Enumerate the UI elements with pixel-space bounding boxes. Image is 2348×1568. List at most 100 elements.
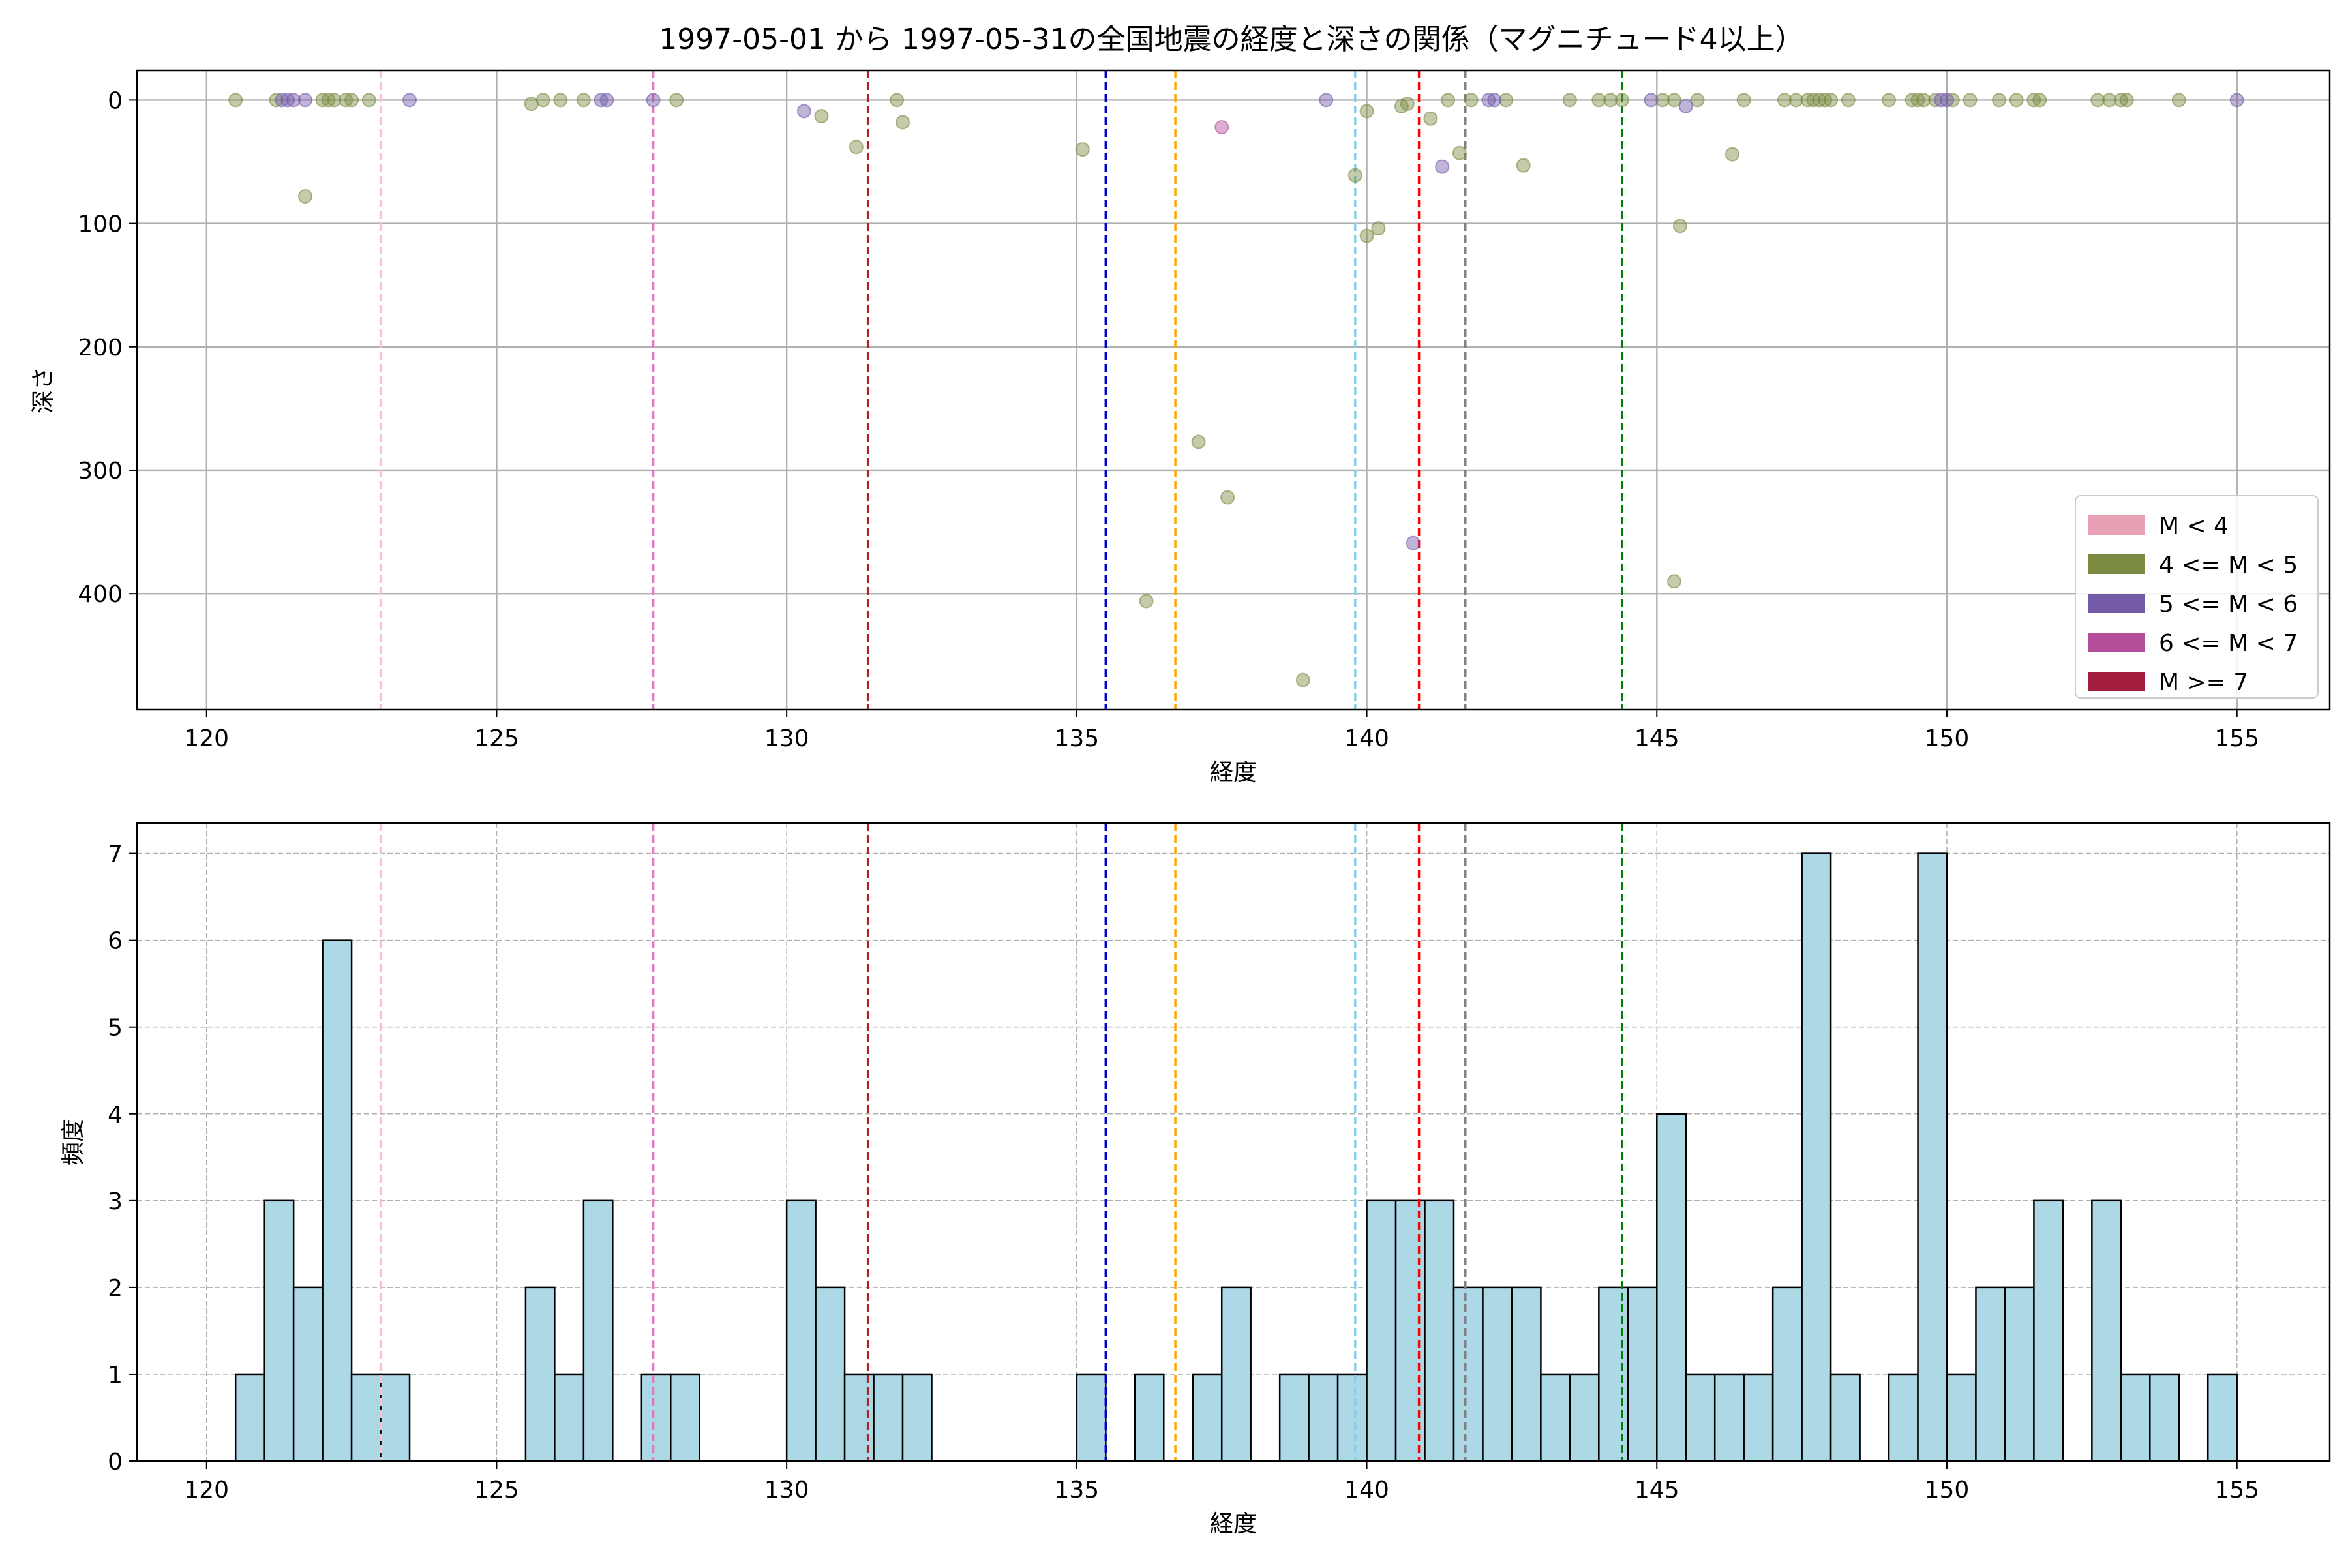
scatter-point (2171, 93, 2186, 108)
scatter-point (1824, 93, 1839, 108)
chart-title: 1997-05-01 から 1997-05-31の全国地震の経度と深さの関係（マ… (659, 23, 1803, 56)
histogram-bar (1482, 1286, 1513, 1462)
histogram-bar (815, 1286, 846, 1462)
scatter-point (1928, 93, 1943, 108)
legend-swatch (2088, 515, 2145, 535)
histogram-bar (1424, 1199, 1455, 1462)
histogram-bar (263, 1199, 295, 1462)
scatter-point (599, 93, 614, 108)
histogram-bar (1336, 1373, 1368, 1462)
histogram-bar (1192, 1373, 1223, 1462)
histogram-axes-frame (136, 822, 2331, 1462)
histogram-x-tick-label: 130 (764, 1477, 809, 1503)
histogram-bar (1076, 1373, 1107, 1462)
histogram-bar (1598, 1286, 1629, 1462)
scatter-point (327, 93, 342, 108)
scatter-point (1812, 93, 1827, 108)
scatter-point (2009, 93, 2024, 108)
histogram-bar (2120, 1373, 2151, 1462)
histogram-bar (1743, 1373, 1774, 1462)
scatter-y-tick-label: 200 (78, 335, 123, 361)
histogram-bar (670, 1373, 700, 1462)
scatter-y-tick-label: 300 (78, 458, 123, 485)
scatter-point (228, 93, 243, 108)
scatter-point (1841, 93, 1856, 108)
scatter-point (1777, 93, 1792, 108)
scatter-point (402, 93, 417, 108)
histogram-bar (1685, 1373, 1716, 1462)
scatter-x-tick-label: 140 (1344, 725, 1389, 752)
histogram-bar (1917, 852, 1948, 1462)
scatter-point (269, 93, 284, 108)
scatter-point (1464, 93, 1479, 108)
histogram-bar (2149, 1373, 2180, 1462)
histogram-y-tick-label: 2 (108, 1275, 123, 1302)
scatter-x-tick-label: 135 (1054, 725, 1099, 752)
histogram-bar (380, 1373, 411, 1462)
scatter-point (1916, 93, 1931, 108)
scatter-point (1435, 159, 1450, 174)
scatter-point (1591, 93, 1606, 108)
scatter-point (344, 93, 359, 108)
scatter-point (2113, 93, 2128, 108)
histogram-bar (1394, 1199, 1426, 1462)
histogram-bar (2206, 1373, 2238, 1462)
scatter-x-tick-label: 145 (1634, 725, 1679, 752)
scatter-point (1644, 93, 1659, 108)
histogram-bar (1946, 1373, 1977, 1462)
histogram-bar (350, 1373, 382, 1462)
histogram-x-axis-label: 経度 (1210, 1511, 1257, 1537)
legend-swatch (2088, 554, 2145, 574)
histogram-bar (1801, 852, 1832, 1462)
scatter-point (1423, 111, 1438, 126)
histogram-y-ticks: 0 1 2 3 4 5 6 7 (108, 841, 137, 1475)
scatter-y-tick-label: 100 (78, 211, 123, 238)
scatter-point (669, 93, 684, 108)
histogram-bar (873, 1373, 904, 1462)
scatter-point (1220, 490, 1235, 505)
scatter-point (1371, 221, 1386, 236)
scatter-point (2119, 93, 2134, 108)
legend-swatch (2088, 672, 2145, 691)
histogram-x-tick-label: 120 (184, 1477, 229, 1503)
scatter-point (1191, 434, 1206, 449)
scatter-grid (137, 70, 2330, 710)
scatter-x-tick-label: 130 (764, 725, 809, 752)
scatter-point (1666, 93, 1681, 108)
scatter-point (1214, 120, 1229, 135)
scatter-point (1788, 93, 1803, 108)
scatter-x-tick-label: 120 (184, 725, 229, 752)
histogram-bar (640, 1373, 672, 1462)
scatter-point (1806, 93, 1821, 108)
histogram-bar (1656, 1113, 1687, 1462)
scatter-point (1963, 93, 1978, 108)
scatter-point (1818, 93, 1833, 108)
scatter-x-axis-label: 経度 (1210, 759, 1257, 786)
histogram-x-tick-label: 150 (1925, 1477, 1970, 1503)
histogram-bar (582, 1199, 614, 1462)
scatter-point (1603, 93, 1618, 108)
scatter-y-axis-label: 深さ (30, 367, 57, 414)
scatter-point (297, 188, 312, 204)
scatter-point (1295, 672, 1310, 687)
scatter-point (1359, 104, 1374, 119)
histogram-bar (1829, 1373, 1861, 1462)
scatter-point (1614, 93, 1629, 108)
histogram-bar (554, 1373, 585, 1462)
scatter-point (1945, 93, 1960, 108)
histogram-bar (901, 1373, 933, 1462)
scatter-point (280, 93, 295, 108)
scatter-x-ticks: 120 125 130 135 140 145 150 155 (184, 710, 2259, 752)
scatter-point (2026, 93, 2041, 108)
scatter-point (553, 93, 568, 108)
scatter-point (1672, 219, 1687, 234)
scatter-point (1406, 535, 1421, 550)
histogram-y-tick-label: 1 (108, 1362, 123, 1389)
histogram-x-tick-label: 135 (1054, 1477, 1099, 1503)
histogram-bar (1713, 1373, 1745, 1462)
histogram-bar (292, 1286, 324, 1462)
scatter-y-tick-label: 0 (108, 87, 123, 114)
histogram-y-tick-label: 0 (108, 1449, 123, 1475)
scatter-point (1441, 93, 1456, 108)
scatter-point (1075, 142, 1090, 157)
